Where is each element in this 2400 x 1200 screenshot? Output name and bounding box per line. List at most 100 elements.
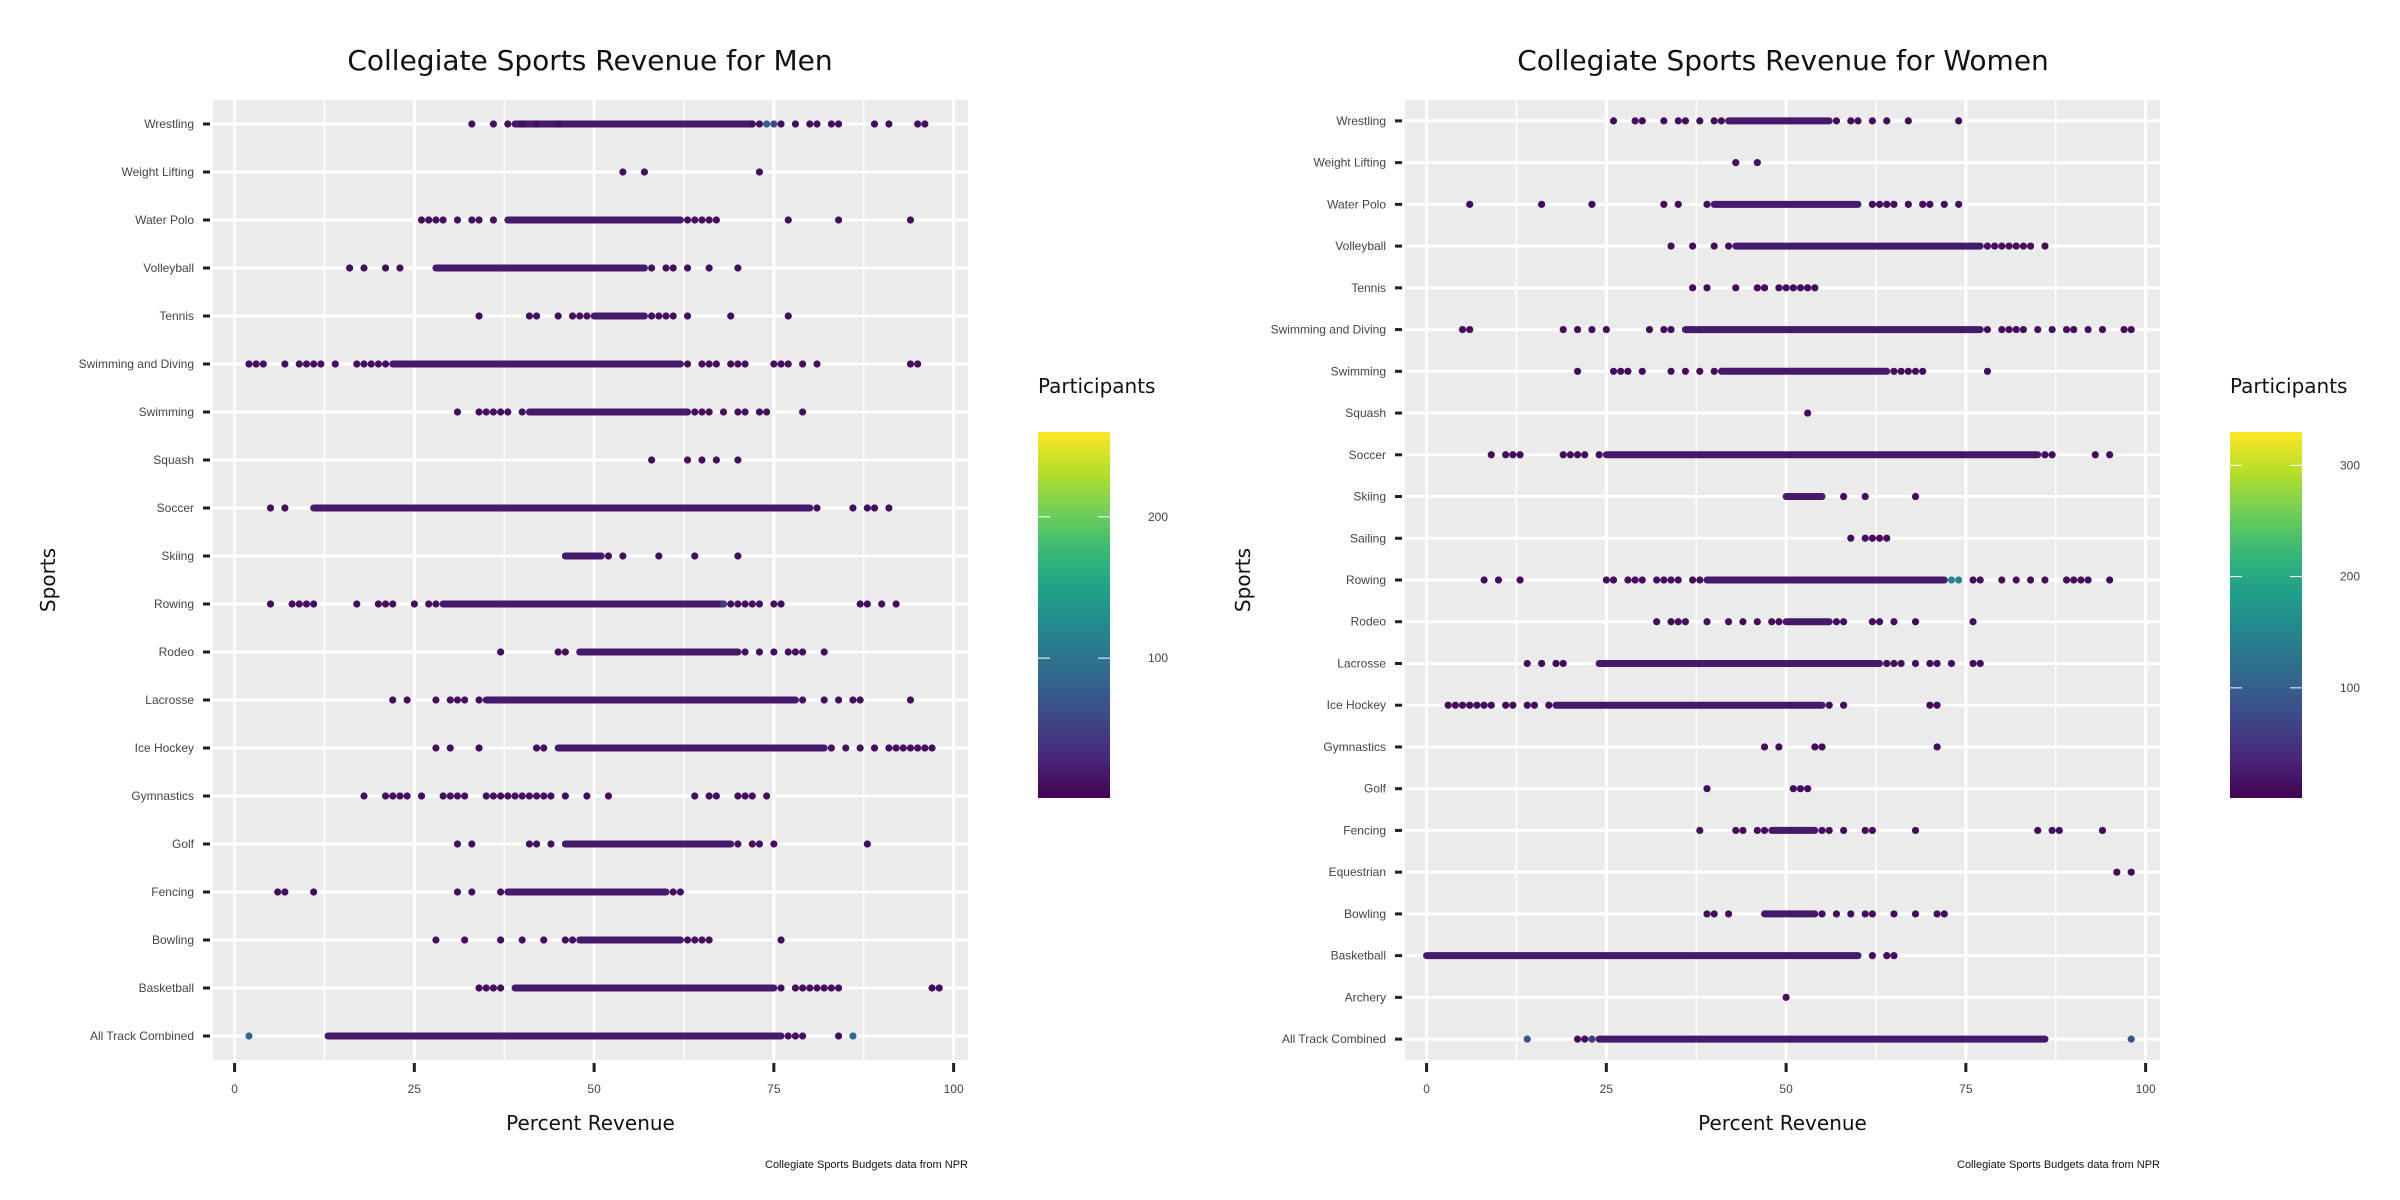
data-point: [899, 744, 907, 752]
data-point: [259, 360, 267, 368]
data-point: [525, 792, 533, 800]
data-point: [2070, 576, 2078, 584]
data-point: [691, 216, 699, 224]
data-point: [540, 744, 548, 752]
data-point: [784, 312, 792, 320]
y-tick-label: Fencing: [151, 885, 194, 899]
data-point: [1732, 826, 1740, 835]
data-point: [2019, 325, 2027, 334]
data-point: [403, 792, 411, 800]
data-point: [1890, 200, 1898, 208]
y-tick-label: Swimming: [1331, 364, 1386, 378]
data-point: [446, 744, 454, 752]
data-point: [1854, 117, 1862, 125]
data-point: [1523, 1035, 1531, 1043]
data-point: [1868, 618, 1876, 626]
data-point: [1782, 993, 1790, 1001]
data-point: [712, 360, 720, 368]
data-point: [604, 792, 613, 800]
data-point: [748, 792, 756, 800]
data-point: [1645, 325, 1654, 334]
y-tick-label: Rowing: [1346, 573, 1386, 587]
data-point: [914, 744, 922, 752]
data-point: [266, 600, 275, 608]
data-point: [1919, 200, 1927, 208]
data-point: [1581, 1035, 1589, 1043]
data-point: [1703, 910, 1711, 918]
data-point: [878, 600, 886, 608]
data-point: [885, 744, 893, 752]
data-point: [489, 984, 498, 992]
data-point: [1890, 659, 1898, 668]
data-point: [1911, 492, 1920, 501]
data-point: [712, 456, 720, 464]
data-point: [1875, 534, 1884, 542]
data-point: [1868, 952, 1876, 960]
data-point: [1911, 910, 1920, 918]
data-point: [468, 120, 476, 128]
data-point: [482, 984, 490, 992]
data-point: [475, 312, 483, 320]
data-point: [518, 792, 526, 800]
y-tick-label: Volleyball: [143, 261, 194, 275]
y-tick-label: Sailing: [1350, 531, 1386, 545]
data-point: [1458, 325, 1467, 334]
data-point: [748, 600, 756, 608]
data-point: [2048, 451, 2056, 459]
data-point: [1530, 701, 1539, 709]
data-point: [1609, 367, 1618, 375]
data-point: [619, 552, 627, 560]
y-tick-label: Weight Lifting: [1314, 156, 1387, 170]
data-point: [1739, 826, 1747, 835]
data-point: [425, 600, 433, 608]
data-point: [719, 408, 728, 416]
data-point: [346, 264, 354, 272]
data-point: [2120, 325, 2128, 334]
data-point: [1502, 451, 1510, 459]
data-point: [2084, 325, 2092, 334]
x-tick-label: 25: [1600, 1082, 1614, 1096]
data-point: [1681, 367, 1690, 375]
data-point: [1667, 367, 1675, 375]
data-point: [1847, 534, 1855, 542]
data-point: [1753, 826, 1761, 835]
data-point: [1969, 618, 1977, 626]
data-point: [1710, 910, 1718, 918]
data-point: [1875, 200, 1884, 208]
data-point: [1840, 826, 1848, 835]
data-point: [417, 216, 426, 224]
data-point: [827, 744, 835, 752]
data-point: [669, 888, 677, 896]
data-point: [576, 312, 584, 320]
data-point: [619, 168, 627, 176]
data-point: [274, 888, 282, 896]
y-tick-label: Golf: [1364, 782, 1387, 796]
data-point: [532, 744, 541, 752]
data-point: [1732, 284, 1740, 292]
data-point: [799, 984, 807, 992]
data-point: [554, 120, 562, 128]
y-tick-label: Skiing: [161, 549, 194, 563]
data-point: [1717, 117, 1725, 125]
data-point: [921, 744, 929, 752]
y-tick-label: Rodeo: [159, 645, 195, 659]
y-tick-label: Rodeo: [1351, 615, 1387, 629]
data-point: [1466, 200, 1474, 208]
data-point: [525, 840, 533, 848]
data-point: [1933, 910, 1941, 918]
data-point: [705, 792, 713, 800]
data-point: [683, 936, 692, 944]
data-point: [1976, 659, 1984, 668]
data-point: [1911, 367, 1920, 375]
data-point: [914, 120, 922, 128]
data-point: [1458, 701, 1467, 709]
data-point: [1955, 200, 1963, 208]
data-point: [1703, 200, 1711, 208]
data-point: [698, 216, 706, 224]
data-point: [1796, 284, 1805, 292]
data-point: [734, 600, 742, 608]
data-point: [741, 360, 749, 368]
data-point: [2041, 451, 2049, 459]
data-point: [705, 264, 713, 272]
data-point: [518, 408, 526, 416]
